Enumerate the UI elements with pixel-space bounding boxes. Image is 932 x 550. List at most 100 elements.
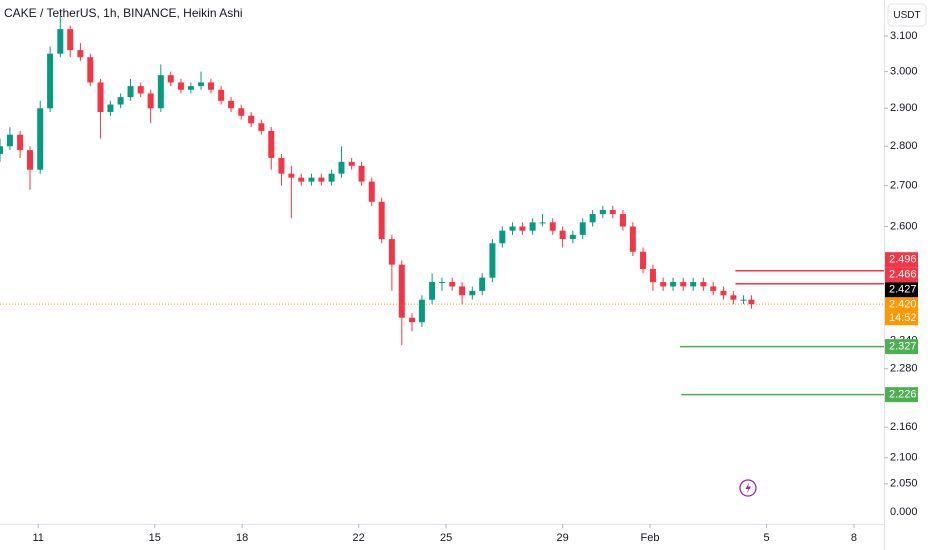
countdown-label: 14:52 [889,312,917,324]
candle-body [218,89,225,101]
y-tick-label: 2.800 [890,140,918,152]
candle-body [27,150,34,170]
price-label-box [885,282,918,298]
x-tick-label: 29 [556,532,568,544]
price-label-box [885,387,918,403]
candle-body [559,230,566,240]
candle-body [37,108,44,170]
candle-body [0,146,3,155]
y-tick-label: 2.100 [890,452,918,464]
candle-body [6,134,13,147]
candle-body [238,108,245,116]
candle-body [318,177,325,182]
x-tick-label: 15 [149,532,161,544]
candle-body [619,214,626,227]
candle-body [87,57,94,83]
x-tick-label: 22 [353,532,365,544]
candle-body [459,286,466,296]
price-label: 2.420 [889,299,917,311]
y-tick-label: 3.100 [890,30,918,42]
candle-body [680,282,687,287]
candle-body [489,243,496,278]
y-tick-label: 2.280 [890,363,918,375]
candle-body [97,82,104,113]
candle-body [740,299,747,301]
y-tick-label: 2.050 [890,478,918,490]
price-label-box [885,297,918,326]
candle-body [670,282,677,287]
candle-body [358,165,365,182]
candle-body [690,282,697,287]
candle-body [258,123,265,131]
y-tick-label: 2.700 [890,180,918,192]
plot-area [0,15,884,396]
x-tick-label: Feb [641,532,660,544]
candle-body [519,226,526,231]
candle-body [429,282,436,300]
candle-body [388,239,395,265]
candle-body [157,75,164,109]
candle-body [649,268,656,283]
candle-body [439,282,445,284]
candle-body [499,230,506,244]
price-label: 2.466 [889,269,917,281]
candle-body [228,100,235,109]
candle-body [629,226,636,252]
candle-body [418,299,425,323]
currency-button[interactable] [887,3,927,27]
candle-body [328,173,335,182]
candle-body [67,29,74,51]
candle-body [268,130,275,158]
y-tick-label: 2.600 [890,220,918,232]
candle-body [167,75,174,83]
price-label: 2.496 [889,254,917,266]
candle-body [248,115,255,124]
candle-body [77,50,84,58]
icon-circle [739,479,757,497]
price-label-box [885,267,918,283]
candle-body [609,209,616,215]
candle-body [579,222,586,235]
candle-body [17,134,24,151]
x-tick-label: 25 [440,532,452,544]
candle-body [469,290,476,296]
candle-body [398,264,405,318]
candle-body [589,214,596,223]
currency-label: USDT [893,10,920,21]
volume-axis-label: 0.000 [890,506,918,518]
candle-body [529,222,536,231]
x-tick-label: 5 [764,532,770,544]
candle-body [207,82,214,90]
candle-body [710,286,717,291]
candle-body [599,209,606,215]
price-axis: 3.1003.0002.9002.8002.7002.6002.3402.280… [884,30,918,490]
y-tick-label: 3.000 [890,65,918,77]
candle-body [107,104,114,113]
candle-body [338,161,345,174]
candle-body [479,277,486,291]
x-tick-label: 18 [236,532,248,544]
candle-body [187,86,194,90]
candle-body [539,222,546,224]
candle-body [198,82,205,87]
candle-body [117,97,124,105]
candle-body [308,177,315,182]
candle-body [368,181,375,202]
price-label-box [885,252,918,268]
candle-body [700,282,707,287]
lightning-icon[interactable] [739,479,757,497]
x-tick-label: 11 [32,532,43,544]
x-tick-label: 8 [851,532,857,544]
candle-body [730,295,737,300]
candle-body [288,173,295,178]
icon-bolt [745,482,751,494]
candle-body [748,299,755,305]
price-label-box [885,339,918,355]
candle-body [47,53,54,109]
y-tick-label: 2.160 [890,421,918,433]
candle-body [378,201,385,240]
price-label: 2.226 [889,389,917,401]
candle-body [569,234,576,240]
